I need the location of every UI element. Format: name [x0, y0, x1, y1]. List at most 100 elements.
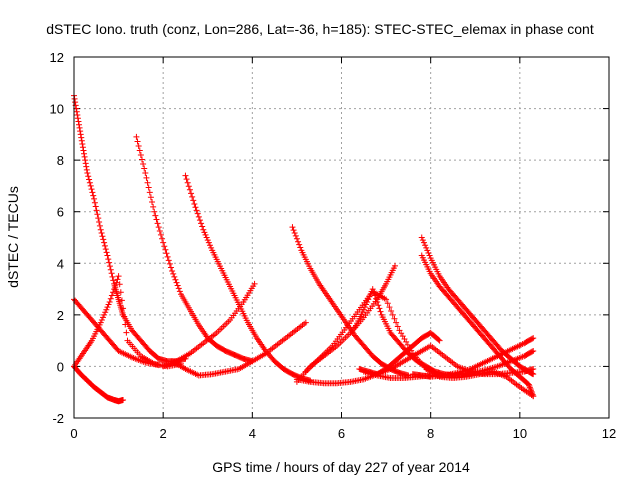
data-point	[135, 142, 142, 149]
data-point	[159, 235, 166, 242]
data-point	[82, 157, 89, 164]
data-point	[101, 239, 108, 246]
x-tick-label: 4	[249, 426, 256, 441]
data-point	[107, 266, 114, 273]
data-point	[152, 212, 159, 219]
data-point	[206, 242, 213, 249]
data-point	[194, 210, 201, 217]
data-point	[292, 232, 299, 239]
data-point	[79, 144, 86, 151]
data-point	[182, 172, 189, 179]
data-point	[420, 239, 427, 246]
data-point	[109, 273, 116, 280]
data-point	[106, 259, 113, 266]
data-point	[293, 235, 300, 242]
data-point	[93, 207, 100, 214]
data-point	[296, 241, 303, 248]
data-point	[106, 298, 113, 305]
data-point	[373, 295, 380, 302]
data-point	[529, 335, 536, 342]
data-point	[120, 305, 127, 312]
y-tick-label: -2	[52, 411, 64, 426]
data-point	[364, 298, 371, 305]
data-point	[86, 179, 93, 186]
data-point	[290, 227, 297, 234]
data-point	[83, 163, 90, 170]
data-point	[526, 382, 533, 389]
data-point	[163, 250, 170, 257]
data-point	[145, 184, 152, 191]
chart-title: dSTEC Iono. truth (conz, Lon=286, Lat=-3…	[46, 21, 594, 37]
series-18	[356, 329, 443, 378]
data-point	[198, 220, 205, 227]
data-point	[99, 233, 106, 240]
data-point	[111, 286, 118, 293]
data-point	[375, 302, 382, 309]
data-point	[98, 317, 105, 324]
data-point	[201, 229, 208, 236]
data-point	[81, 153, 88, 160]
data-point	[393, 319, 400, 326]
data-point	[78, 137, 85, 144]
data-point	[422, 242, 429, 249]
data-point	[150, 203, 157, 210]
y-tick-label: 10	[50, 102, 64, 117]
y-tick-label: 12	[50, 50, 64, 65]
series-16	[302, 288, 537, 400]
data-point	[155, 224, 162, 231]
data-point	[149, 199, 156, 206]
data-point	[120, 396, 127, 403]
data-point	[97, 226, 104, 233]
data-point	[160, 239, 167, 246]
data-point	[115, 273, 122, 280]
data-point	[105, 256, 112, 263]
data-point	[103, 249, 110, 256]
data-point	[295, 238, 302, 245]
x-tick-label: 10	[513, 426, 527, 441]
data-point	[185, 183, 192, 190]
data-point	[189, 193, 196, 200]
data-point	[96, 219, 103, 226]
data-point	[154, 220, 161, 227]
data-point	[423, 244, 430, 251]
data-point	[98, 229, 105, 236]
data-point	[391, 315, 398, 322]
data-point	[527, 385, 534, 392]
data-point	[289, 224, 296, 231]
plot-frame	[73, 56, 610, 419]
data-point	[530, 366, 537, 373]
data-point	[107, 295, 114, 302]
data-point	[105, 301, 112, 308]
data-point	[529, 348, 536, 355]
data-point	[118, 297, 125, 304]
data-point	[392, 262, 398, 269]
data-point	[90, 192, 97, 199]
data-point	[176, 288, 183, 295]
data-point	[147, 194, 154, 201]
series-6	[182, 172, 314, 384]
x-tick-label: 2	[160, 426, 167, 441]
data-point	[104, 304, 111, 311]
data-point	[104, 252, 111, 259]
data-point	[291, 229, 298, 236]
data-point	[530, 393, 537, 400]
data-point	[153, 216, 160, 223]
data-point	[112, 282, 119, 289]
data-point	[203, 234, 210, 241]
data-point	[123, 329, 130, 336]
data-point	[383, 296, 390, 303]
data-point	[144, 179, 151, 186]
x-axis-label: GPS time / hours of day 227 of year 2014	[212, 459, 470, 475]
data-point	[161, 243, 168, 250]
data-point	[87, 182, 94, 189]
data-point	[172, 276, 179, 283]
data-point	[169, 268, 176, 275]
data-point	[102, 246, 109, 253]
data-point	[530, 335, 537, 342]
series-13	[418, 234, 537, 378]
data-point	[384, 300, 391, 307]
data-point	[162, 246, 169, 253]
data-point	[184, 179, 191, 186]
data-point	[196, 217, 203, 224]
